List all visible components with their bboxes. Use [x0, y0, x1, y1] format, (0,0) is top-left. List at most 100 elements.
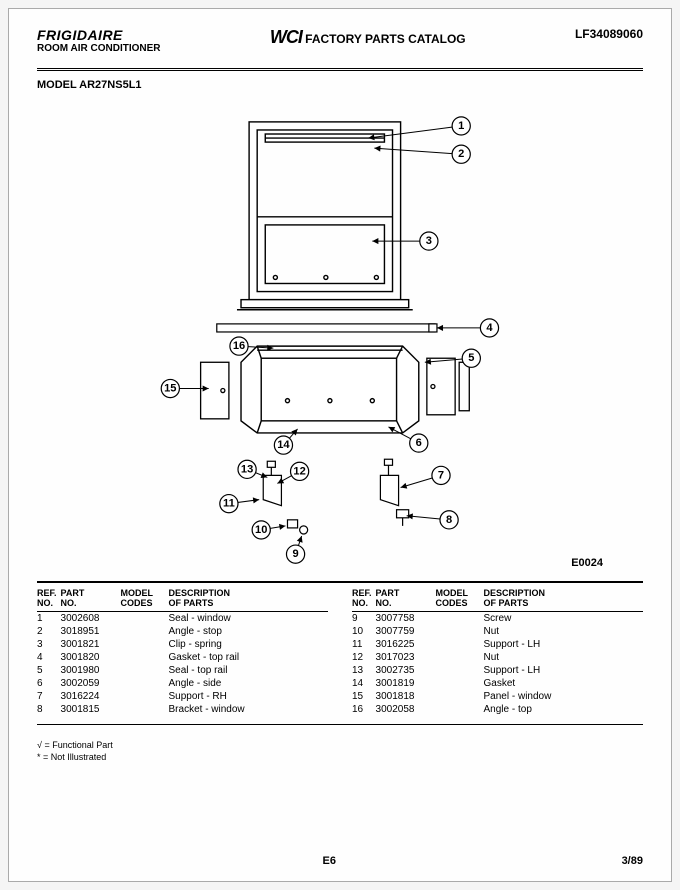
- col-part: PARTNO.: [61, 587, 121, 611]
- cell-description: Gasket: [484, 677, 643, 690]
- header-rule: [37, 68, 643, 71]
- note-not-illustrated: * = Not Illustrated: [37, 751, 643, 764]
- svg-text:15: 15: [164, 383, 176, 395]
- cell-modelcodes: [121, 703, 169, 716]
- callout-8: 8: [440, 511, 458, 529]
- cell-modelcodes: [121, 651, 169, 664]
- table-row: 143001819 Gasket: [352, 677, 643, 690]
- cell-partno: 3007758: [376, 611, 436, 625]
- cell-description: Support - LH: [484, 664, 643, 677]
- cell-ref: 16: [352, 703, 376, 716]
- table-row: 53001980Seal - top rail: [37, 664, 328, 677]
- cell-ref: 12: [352, 651, 376, 664]
- table-row: 63002059Angle - side: [37, 677, 328, 690]
- cell-ref: 15: [352, 690, 376, 703]
- cell-partno: 3001815: [61, 703, 121, 716]
- cell-ref: 8: [37, 703, 61, 716]
- cell-description: Nut: [484, 651, 643, 664]
- svg-text:3: 3: [426, 235, 432, 247]
- table-row: 133002735Support - LH: [352, 664, 643, 677]
- cell-modelcodes: [436, 690, 484, 703]
- callout-11: 11: [220, 495, 238, 513]
- table-row: 33001821Clip - spring: [37, 638, 328, 651]
- callout-1: 1: [452, 117, 470, 135]
- top-rail: [217, 324, 437, 332]
- table-row: 103007759Nut: [352, 625, 643, 638]
- cell-description: Seal - window: [169, 611, 328, 625]
- cell-description: Screw: [484, 611, 643, 625]
- document-number: LF34089060: [575, 27, 643, 41]
- col-model: MODELCODES: [436, 587, 484, 611]
- parts-column-left: REF.NO. PARTNO. MODELCODES DESCRIPTIONOF…: [37, 587, 328, 716]
- svg-text:2: 2: [458, 148, 464, 160]
- cell-description: Nut: [484, 625, 643, 638]
- cell-partno: 3002058: [376, 703, 436, 716]
- callout-5: 5: [462, 349, 480, 367]
- col-model: MODELCODES: [121, 587, 169, 611]
- parts-column-right: REF.NO. PARTNO. MODELCODES DESCRIPTIONOF…: [352, 587, 643, 716]
- cell-ref: 2: [37, 625, 61, 638]
- table-row: 93007758 Screw: [352, 611, 643, 625]
- cell-partno: 3018951: [61, 625, 121, 638]
- cell-partno: 3001821: [61, 638, 121, 651]
- callout-16: 16: [230, 337, 248, 355]
- table-header-row: REF.NO. PARTNO. MODELCODES DESCRIPTIONOF…: [37, 587, 328, 611]
- cell-modelcodes: [121, 664, 169, 677]
- callout-15: 15: [161, 379, 179, 397]
- cell-ref: 11: [352, 638, 376, 651]
- svg-text:9: 9: [292, 548, 298, 560]
- wci-logo: WCI: [270, 27, 302, 47]
- right-bracket-group: [380, 459, 408, 526]
- cell-modelcodes: [121, 690, 169, 703]
- table-row: 23018951Angle - stop: [37, 625, 328, 638]
- svg-text:4: 4: [486, 322, 493, 334]
- model-line: MODEL AR27NS5L1: [37, 79, 643, 91]
- footer-notes: √ = Functional Part * = Not Illustrated: [37, 739, 643, 764]
- page-footer: E6 3/89: [37, 855, 643, 867]
- catalog-header: FRIGIDAIRE ROOM AIR CONDITIONER WCI FACT…: [37, 27, 643, 54]
- cell-partno: 3007759: [376, 625, 436, 638]
- page-date: 3/89: [622, 855, 643, 867]
- cell-partno: 3002608: [61, 611, 121, 625]
- cell-ref: 3: [37, 638, 61, 651]
- cell-description: Angle - top: [484, 703, 643, 716]
- svg-text:10: 10: [255, 524, 267, 536]
- col-ref: REF.NO.: [352, 587, 376, 611]
- callout-7: 7: [432, 466, 450, 484]
- cell-modelcodes: [121, 625, 169, 638]
- cell-modelcodes: [436, 625, 484, 638]
- cell-ref: 9: [352, 611, 376, 625]
- cell-description: Panel - window: [484, 690, 643, 703]
- cell-modelcodes: [436, 703, 484, 716]
- parts-table: REF.NO. PARTNO. MODELCODES DESCRIPTIONOF…: [37, 587, 643, 716]
- callout-10: 10: [252, 521, 270, 539]
- page-number: E6: [323, 855, 336, 867]
- table-row: 123017023 Nut: [352, 651, 643, 664]
- col-ref: REF.NO.: [37, 587, 61, 611]
- table-row: 153001818Panel - window: [352, 690, 643, 703]
- note-functional: √ = Functional Part: [37, 739, 643, 752]
- col-desc: DESCRIPTIONOF PARTS: [169, 587, 328, 611]
- svg-text:13: 13: [241, 463, 253, 475]
- callout-2: 2: [452, 145, 470, 163]
- cell-partno: 3001819: [376, 677, 436, 690]
- cell-modelcodes: [436, 651, 484, 664]
- cell-partno: 3017023: [376, 651, 436, 664]
- svg-text:7: 7: [438, 469, 444, 481]
- callout-6: 6: [410, 434, 428, 452]
- cell-ref: 14: [352, 677, 376, 690]
- cell-ref: 13: [352, 664, 376, 677]
- cell-partno: 3001980: [61, 664, 121, 677]
- callout-layer: 12345678910111213141516: [161, 117, 498, 563]
- cell-ref: 7: [37, 690, 61, 703]
- cell-modelcodes: [121, 638, 169, 651]
- cell-ref: 1: [37, 611, 61, 625]
- callout-9: 9: [286, 545, 304, 563]
- table-row: 113016225Support - LH: [352, 638, 643, 651]
- table-row: 43001820Gasket - top rail: [37, 651, 328, 664]
- table-header-row: REF.NO. PARTNO. MODELCODES DESCRIPTIONOF…: [352, 587, 643, 611]
- cell-description: Gasket - top rail: [169, 651, 328, 664]
- cell-ref: 5: [37, 664, 61, 677]
- table-row: 73016224Support - RH: [37, 690, 328, 703]
- callout-14: 14: [274, 436, 292, 454]
